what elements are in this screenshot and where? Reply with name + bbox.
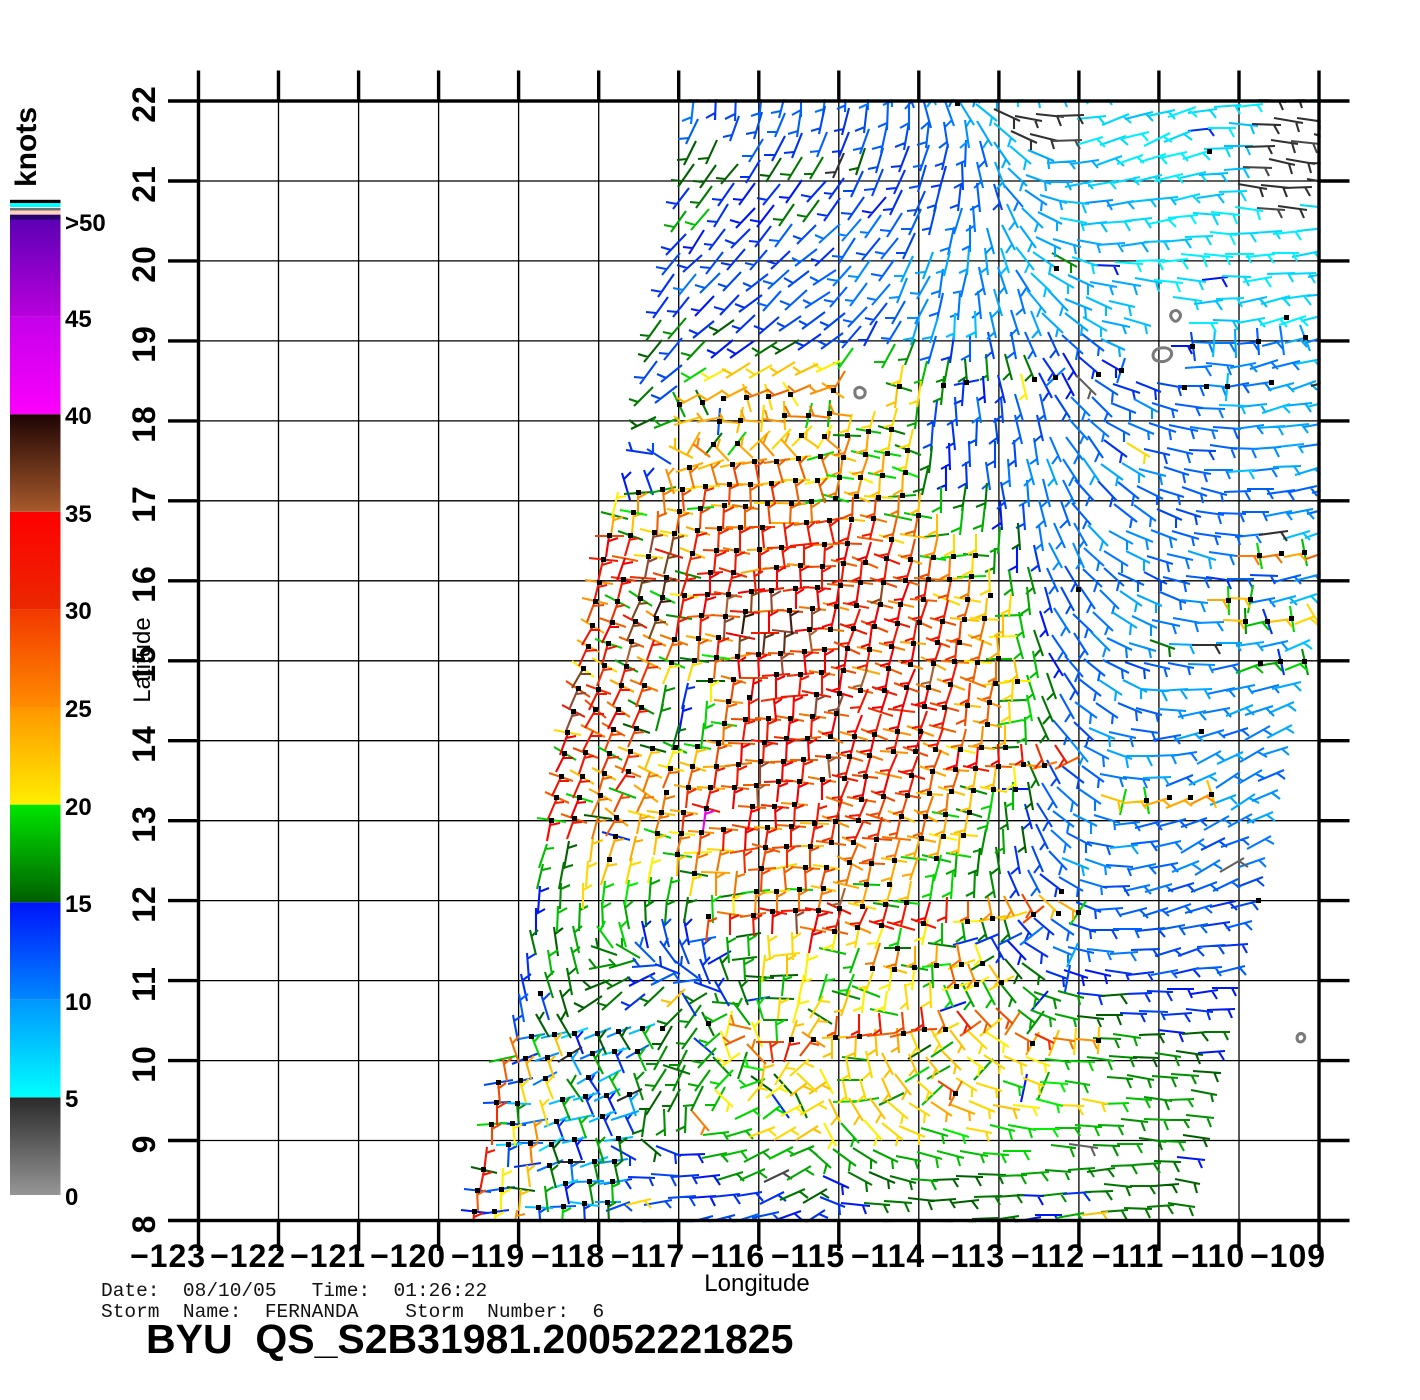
svg-text:−119: −119 xyxy=(451,1238,525,1274)
svg-text:19: 19 xyxy=(126,325,162,363)
svg-text:40: 40 xyxy=(65,403,92,430)
svg-text:knots: knots xyxy=(10,107,43,187)
svg-text:12: 12 xyxy=(126,885,162,923)
svg-text:−122: −122 xyxy=(210,1238,286,1274)
svg-text:20: 20 xyxy=(65,794,92,821)
svg-text:−120: −120 xyxy=(370,1238,446,1274)
svg-text:−115: −115 xyxy=(771,1238,845,1274)
svg-text:11: 11 xyxy=(126,966,162,1002)
svg-text:15: 15 xyxy=(126,645,162,683)
svg-text:35: 35 xyxy=(65,501,92,528)
svg-text:BYU QS_S2B31981.20052221825: BYU QS_S2B31981.20052221825 xyxy=(146,1316,793,1362)
svg-text:−113: −113 xyxy=(931,1238,1005,1274)
svg-text:−109: −109 xyxy=(1250,1238,1326,1274)
svg-text:−114: −114 xyxy=(851,1238,925,1274)
svg-text:0: 0 xyxy=(65,1184,78,1211)
svg-text:>50: >50 xyxy=(65,210,106,237)
svg-text:10: 10 xyxy=(126,1045,162,1083)
svg-text:−111: −111 xyxy=(1092,1238,1165,1274)
svg-text:−123: −123 xyxy=(130,1238,206,1274)
svg-text:16: 16 xyxy=(126,565,162,603)
svg-text:20: 20 xyxy=(126,245,162,283)
svg-text:21: 21 xyxy=(126,165,162,203)
svg-text:22: 22 xyxy=(126,85,162,123)
svg-text:Latitude: Latitude xyxy=(129,617,156,702)
svg-text:−116: −116 xyxy=(691,1238,765,1274)
svg-text:25: 25 xyxy=(65,696,92,723)
svg-text:5: 5 xyxy=(65,1086,78,1113)
svg-text:14: 14 xyxy=(126,725,162,763)
svg-text:Date: 08/10/05 Time: 01:26: Date: 08/10/05 Time: 01:26:22 xyxy=(101,1280,487,1302)
svg-text:13: 13 xyxy=(126,805,162,843)
svg-text:−110: −110 xyxy=(1171,1238,1245,1274)
svg-text:−121: −121 xyxy=(290,1238,366,1274)
svg-text:−117: −117 xyxy=(611,1238,685,1274)
svg-text:45: 45 xyxy=(65,306,92,333)
svg-text:10: 10 xyxy=(65,989,92,1016)
svg-text:15: 15 xyxy=(65,891,92,918)
svg-text:−118: −118 xyxy=(531,1238,605,1274)
svg-text:9: 9 xyxy=(126,1135,162,1154)
svg-text:18: 18 xyxy=(126,405,162,443)
svg-text:8: 8 xyxy=(126,1215,162,1234)
svg-text:17: 17 xyxy=(126,485,162,523)
svg-text:−112: −112 xyxy=(1011,1238,1085,1274)
svg-text:Storm Name: FERNANDA Stor: Storm Name: FERNANDA Storm Number: 6 xyxy=(101,1301,604,1323)
svg-text:Longitude: Longitude xyxy=(704,1270,809,1297)
svg-text:30: 30 xyxy=(65,598,92,625)
